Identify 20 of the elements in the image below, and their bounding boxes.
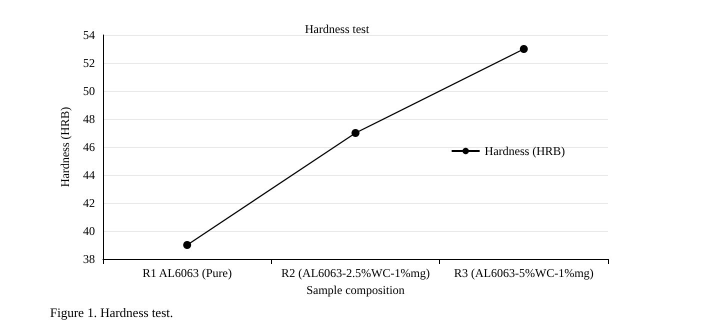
point: [352, 129, 360, 137]
x-tick-label: R3 (AL6063-5%WC-1%mg): [454, 266, 594, 280]
y-tick-label: 38: [83, 252, 95, 266]
y-tick-label: 40: [83, 224, 95, 238]
y-tick-label: 50: [83, 84, 95, 98]
y-tick-label: 48: [83, 112, 95, 126]
y-tick-label: 52: [83, 56, 95, 70]
x-axis-title: Sample composition: [306, 282, 405, 297]
point: [183, 241, 192, 249]
y-axis-title: Hardness (HRB): [58, 106, 72, 188]
y-tick-label: 42: [83, 196, 95, 210]
legend-label: Hardness (HRB): [484, 144, 566, 158]
y-tick-label: 46: [83, 140, 95, 154]
y-tick-label: 44: [83, 168, 95, 182]
caption: Figure 1. Hardness test.: [50, 305, 174, 320]
chart-title: Hardness test: [304, 22, 370, 36]
y-tick-label: 54: [83, 28, 95, 42]
x-tick-label: R1 AL6063 (Pure): [142, 266, 232, 280]
x-tick-label: R2 (AL6063-2.5%WC-1%mg): [281, 266, 430, 280]
point: [520, 45, 528, 53]
